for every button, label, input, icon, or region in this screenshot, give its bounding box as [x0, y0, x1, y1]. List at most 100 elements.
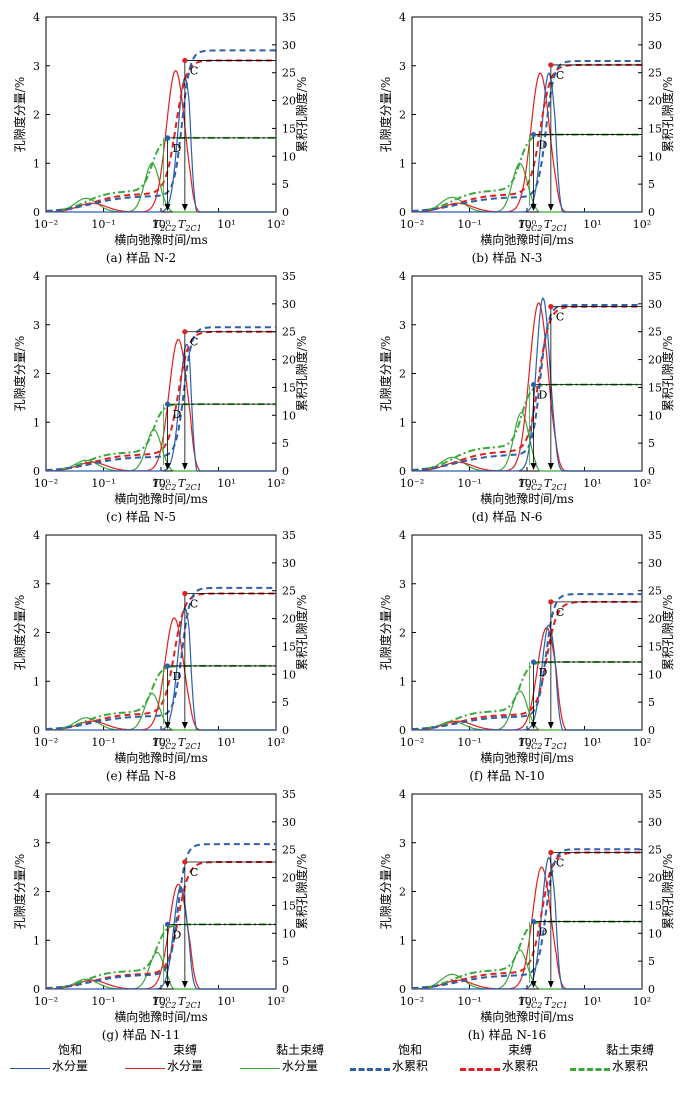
x-tick-label: 10² — [267, 736, 285, 749]
y-right-tick-label: 30 — [648, 816, 662, 829]
x-tick-label: 10⁻² — [400, 736, 424, 749]
t2c1-label: T2C1 — [178, 995, 202, 1010]
point-d — [530, 382, 537, 388]
y-left-axis-label: 孔隙度分量/% — [12, 595, 27, 670]
x-tick-label: 10² — [633, 995, 651, 1008]
y-left-tick-label: 1 — [33, 934, 40, 947]
t2c1-arrowhead — [547, 722, 554, 729]
t2c1-arrowhead — [547, 981, 554, 988]
t2c1-arrowhead — [181, 204, 188, 211]
bound-component-curve — [412, 72, 642, 213]
x-axis-label: 横向弛豫时间/ms — [480, 232, 574, 247]
y-right-tick-label: 20 — [282, 613, 296, 626]
y-right-tick-label: 10 — [648, 927, 662, 940]
t2c1-label: T2C1 — [544, 736, 568, 751]
y-right-tick-label: 35 — [282, 788, 296, 801]
y-right-tick-label: 0 — [648, 724, 655, 737]
t2c1-label: T2C1 — [544, 995, 568, 1010]
y-left-axis-label: 孔隙度分量/% — [378, 854, 393, 929]
y-right-tick-label: 25 — [282, 67, 296, 80]
y-right-tick-label: 35 — [282, 529, 296, 542]
point-d-label: D — [539, 666, 548, 679]
bound-cumulative-curve — [412, 305, 642, 472]
y-right-tick-label: 30 — [282, 816, 296, 829]
y-right-tick-label: 30 — [648, 298, 662, 311]
y-left-tick-label: 1 — [399, 157, 406, 170]
sat-component-curve — [46, 76, 276, 213]
panel-title: (f) 样品 N-10 — [469, 768, 544, 783]
point-d — [164, 921, 171, 927]
x-tick-label: 10⁻¹ — [457, 477, 481, 490]
t2c1-label: T2C1 — [178, 736, 202, 751]
x-tick-label: 10⁰ — [152, 218, 171, 231]
legend-line — [350, 1068, 390, 1071]
y-right-tick-label: 10 — [282, 927, 296, 940]
y-right-tick-label: 15 — [648, 381, 662, 394]
y-left-tick-label: 3 — [33, 319, 40, 332]
legend-label: 黏土束缚 水累积 — [605, 1043, 654, 1073]
plot-frame — [45, 534, 277, 731]
x-tick-label: 10⁻² — [34, 477, 58, 490]
point-d-label: D — [173, 408, 182, 421]
point-c-label: C — [190, 598, 198, 611]
x-axis-label: 横向弛豫时间/ms — [114, 1009, 208, 1024]
y-right-tick-label: 0 — [282, 724, 289, 737]
sat-cumulative-curve — [45, 843, 276, 990]
y-right-tick-label: 35 — [648, 11, 662, 24]
x-tick-label: 10² — [633, 218, 651, 231]
point-c — [182, 57, 188, 64]
x-tick-label: 10⁻² — [34, 995, 58, 1008]
x-tick-label: 10¹ — [217, 477, 235, 490]
y-left-tick-label: 3 — [399, 578, 406, 591]
y-right-tick-label: 5 — [648, 955, 655, 968]
bound-component-curve — [412, 302, 642, 472]
x-axis-label: 横向弛豫时间/ms — [480, 1009, 574, 1024]
sat-cumulative-curve — [412, 60, 642, 212]
y-left-tick-label: 0 — [33, 206, 40, 219]
y-right-tick-label: 5 — [648, 178, 655, 191]
legend-item-clay-component: 黏土束缚 水分量 — [240, 1042, 350, 1098]
y-left-tick-label: 3 — [33, 60, 40, 73]
x-tick-label: 10¹ — [583, 218, 601, 231]
point-d-label: D — [539, 139, 548, 152]
point-c-label: C — [190, 64, 198, 77]
legend-line — [125, 1068, 165, 1069]
legend-item-bound-cumulative: 束缚 水累积 — [460, 1042, 570, 1098]
y-left-tick-label: 2 — [33, 109, 40, 122]
legend-label: 黏土束缚 水分量 — [275, 1043, 324, 1073]
clay-cumulative-curve — [45, 664, 276, 731]
legend-label: 束缚 水累积 — [501, 1043, 538, 1073]
clay-cumulative-curve — [45, 403, 276, 472]
point-d-label: D — [173, 928, 182, 941]
point-c-label: C — [556, 311, 564, 324]
bound-component-curve — [46, 338, 276, 472]
x-tick-label: 10⁰ — [152, 477, 171, 490]
sat-cumulative-curve — [411, 848, 642, 990]
y-left-tick-label: 4 — [399, 529, 406, 542]
clay-cumulative-curve — [45, 136, 276, 213]
point-c — [182, 329, 188, 335]
y-right-tick-label: 0 — [648, 983, 655, 996]
x-axis-label: 横向弛豫时间/ms — [480, 750, 574, 765]
x-tick-label: 10⁻² — [400, 995, 424, 1008]
y-right-tick-label: 25 — [282, 585, 296, 598]
x-tick-label: 10² — [267, 995, 285, 1008]
t2c2-arrowhead — [530, 204, 537, 211]
x-tick-label: 10⁻¹ — [91, 477, 115, 490]
x-tick-label: 10⁰ — [152, 736, 171, 749]
sat-component-curve — [412, 72, 642, 213]
x-tick-label: 10⁰ — [518, 736, 537, 749]
y-left-tick-label: 0 — [399, 724, 406, 737]
x-tick-label: 10⁻² — [400, 218, 424, 231]
sat-component-curve — [412, 624, 642, 731]
t2c2-arrowhead — [164, 981, 171, 988]
t2c2-arrowhead — [164, 204, 171, 211]
y-right-tick-label: 10 — [282, 150, 296, 163]
y-right-tick-label: 20 — [282, 95, 296, 108]
y-right-tick-label: 20 — [282, 354, 296, 367]
y-left-tick-label: 0 — [33, 983, 40, 996]
y-left-tick-label: 0 — [399, 465, 406, 478]
y-left-tick-label: 0 — [399, 983, 406, 996]
point-c-label: C — [556, 606, 564, 619]
